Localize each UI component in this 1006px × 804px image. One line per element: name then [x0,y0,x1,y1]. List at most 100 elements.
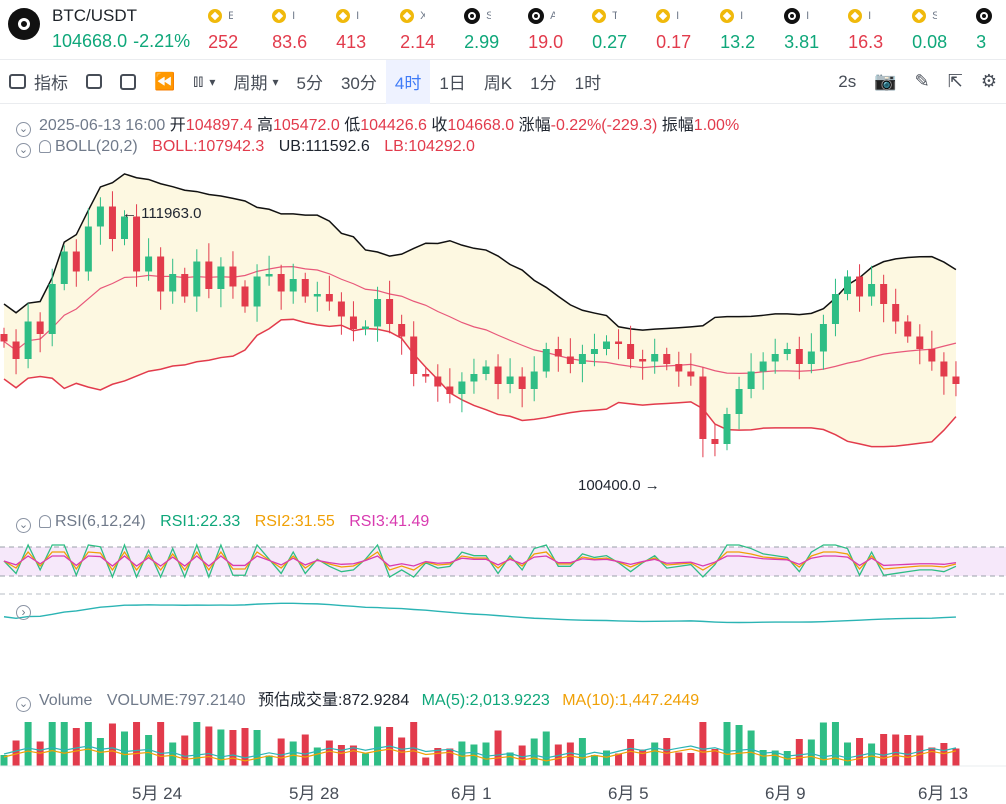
mini-ticker[interactable]: I 0.17 [644,0,708,59]
volume-bar [217,729,225,766]
camera-button[interactable]: 📷 [865,60,905,104]
candle-body [325,294,333,302]
volume-bar [253,730,261,766]
layout-button[interactable] [111,60,145,104]
candle-body [940,361,948,377]
replay-button[interactable]: ⏪ [145,60,184,104]
indicator-line [3,602,956,624]
volume-bar [916,735,924,766]
candle-body [313,294,321,297]
mini-ticker[interactable]: A 19.0 [516,0,580,59]
popout-button[interactable]: ⇱ [939,60,972,104]
candle-body [181,274,189,297]
gear-icon: ⚙ [980,71,997,91]
volume-bar [856,738,864,766]
bnb-coin-icon [720,9,735,23]
candle-body [470,374,478,382]
mini-ticker[interactable]: T 0.27 [580,0,644,59]
x-axis-label: 6月 5 [608,784,649,803]
interval-tab[interactable]: 5分 [296,74,323,93]
candle-body [253,276,261,307]
candle-body [735,389,743,414]
collapse-icon[interactable]: ⌄ [16,697,31,712]
ticker-symbol: I [676,10,680,22]
draw-button[interactable]: ✎ [906,60,939,104]
volume-bar [193,722,201,766]
ticker-symbol: I [806,10,810,22]
bnb-coin-icon [400,9,415,23]
candle-body [494,366,502,384]
settings-button[interactable]: ⚙ [972,60,1006,104]
candle-body [337,301,345,317]
collapse-icon[interactable]: ⌄ [16,143,31,158]
volume-bar [542,731,550,766]
ticker-value: 83.6 [272,32,308,52]
volume-ma5-line [3,745,957,759]
main-ticker-btc-usdt[interactable]: BTC/USDT 104668.0 -2.21% [0,0,196,59]
volume-bar [277,738,285,766]
volume-bar [0,755,8,766]
mini-ticker[interactable]: I 13.2 [708,0,772,59]
interval-tab[interactable]: 周K [483,74,513,93]
rsi-band [0,547,1006,576]
volume-bar [627,739,635,766]
candle-body [205,261,213,289]
x-axis-label: 5月 24 [132,784,183,803]
chart-area[interactable]: ⌄ 2025-06-13 16:00 开104897.4 高105472.0 低1… [0,104,1006,804]
mini-ticker[interactable]: I 83.6 [260,0,324,59]
volume-bar [446,748,454,766]
interval-tab[interactable]: 4时 [385,59,431,104]
collapse-icon[interactable]: ⌄ [16,122,31,137]
mini-ticker[interactable]: I 413 [324,0,388,59]
ticker-value: 0.27 [592,32,628,52]
rsi3-line [3,555,957,567]
candle-body [904,321,912,337]
candle-body [289,279,297,292]
interval-tab[interactable]: 1分 [530,74,557,93]
interval-tab[interactable]: 1时 [574,74,602,93]
mini-ticker[interactable]: X 2.14 [388,0,452,59]
refresh-rate[interactable]: 2s [838,71,857,91]
volume-bar [12,740,20,766]
mini-ticker[interactable]: E 252 [196,0,260,59]
candle-body [386,299,394,324]
screenshot-settings-button[interactable] [77,60,111,104]
ticker-symbol: I [740,10,744,22]
indicators-button[interactable]: 指标 [0,60,77,104]
mini-ticker[interactable]: 3 [964,0,1006,59]
volume-bar [603,750,610,766]
volume-bar [410,722,418,766]
period-dropdown[interactable]: 周期 ▾ [233,74,279,93]
bell-icon[interactable] [39,140,51,153]
volume-bar [494,730,502,766]
bell-icon[interactable] [39,515,51,528]
candle-body [229,266,237,287]
mini-ticker[interactable]: I 3.81 [772,0,836,59]
volume-bar [506,752,514,766]
ticker-bar: BTC/USDT 104668.0-2.21% E 252 I 83.6 I 413 X 2.… [0,0,1006,60]
volume-bar [362,753,369,766]
volume-bar [928,747,936,766]
chart-type-button[interactable]: ⫾⫾ ▾ [184,60,224,104]
ticker-symbol: T [612,10,617,22]
volume-bar [313,747,321,766]
candle-body [96,206,104,227]
interval-tab[interactable]: 30分 [340,74,377,93]
volume-bar [735,725,743,766]
candle-body [675,364,683,372]
volume-bar [651,742,659,766]
chevron-right-icon[interactable]: › [16,605,31,620]
mini-ticker[interactable]: S 0.08 [900,0,964,59]
chart-line-icon [9,74,26,89]
collapse-icon[interactable]: ⌄ [16,518,31,533]
camera-icon: 📷 [874,71,897,91]
interval-tab[interactable]: 1日 [439,74,466,93]
candle-body [133,216,141,272]
mini-ticker[interactable]: I 16.3 [836,0,900,59]
ticker-symbol: A [550,10,555,22]
ticker-symbol: X [420,10,425,22]
volume-bar [952,748,960,766]
volume-bar [289,741,297,766]
mini-ticker[interactable]: S 2.99 [452,0,516,59]
